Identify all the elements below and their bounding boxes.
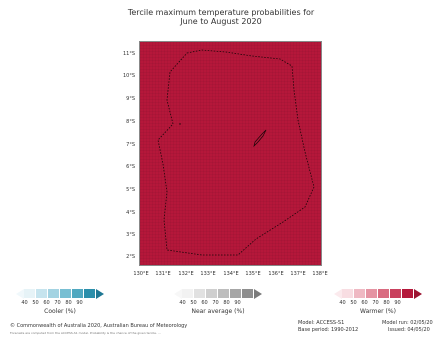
cooler-tick: 40: [21, 300, 28, 306]
cooler-legend-label: Cooler (%): [44, 308, 76, 315]
near-average-legend: 40 50 60 70 80 90 Near average (%): [174, 288, 262, 315]
near-arrow-left: [174, 288, 182, 299]
map-title-line2: June to August 2020: [180, 17, 262, 26]
warmer-tick: 60: [361, 300, 368, 306]
cooler-tick: 90: [76, 300, 83, 306]
lat-label: 5°S: [126, 187, 135, 193]
warmer-tick: 70: [372, 300, 379, 306]
region-outline: [157, 49, 315, 256]
near-tick: 50: [190, 300, 197, 306]
coastal-inlet: [253, 129, 267, 148]
lat-label: 11°S: [122, 51, 135, 57]
issued-text: Issued: 04/05/20: [388, 327, 430, 333]
warmer-swatch: [354, 289, 366, 298]
lon-label: 133°E: [200, 271, 216, 277]
warmer-legend: 40 50 60 70 80 90 Warmer (%): [334, 288, 422, 315]
lat-label: 10°S: [122, 73, 135, 79]
warmer-tick: 50: [350, 300, 357, 306]
warmer-swatch: [390, 289, 402, 298]
warmer-legend-label: Warmer (%): [360, 308, 396, 315]
region-outline-map: [157, 49, 315, 256]
lon-label: 134°E: [223, 271, 239, 277]
base-period-text: Base period: 1990-2012: [298, 327, 359, 333]
near-tick: 70: [212, 300, 219, 306]
warmer-swatch: [342, 289, 354, 298]
lat-label: 8°S: [126, 119, 135, 125]
cooler-arrow-left: [16, 288, 24, 299]
near-tick: 60: [201, 300, 208, 306]
warmer-swatch: [378, 289, 390, 298]
near-swatch: [182, 289, 194, 298]
cooler-tick: 70: [54, 300, 61, 306]
warmer-tick: 90: [394, 300, 401, 306]
copyright-text: © Commonwealth of Australia 2020, Austra…: [10, 323, 188, 329]
cooler-swatch: [48, 289, 60, 298]
footnote-text: Forecasts are computed from the ACCESS-S…: [10, 331, 161, 335]
cooler-arrow-right: [96, 288, 104, 299]
near-swatch: [242, 289, 254, 298]
cooler-tick: 50: [32, 300, 39, 306]
near-arrow-right: [254, 288, 262, 299]
near-tick: 90: [234, 300, 241, 306]
model-text: Model: ACCESS-S1: [298, 320, 345, 326]
lon-label: 131°E: [155, 271, 171, 277]
lat-label: 7°S: [126, 142, 135, 148]
near-swatch: [218, 289, 230, 298]
near-average-legend-label: Near average (%): [191, 308, 245, 315]
cooler-swatch: [36, 289, 48, 298]
island-dot: [179, 123, 181, 125]
near-swatch: [230, 289, 242, 298]
warmer-swatch: [366, 289, 378, 298]
cooler-swatch: [84, 289, 96, 298]
lon-label: 130°E: [133, 271, 149, 277]
cooler-swatch: [72, 289, 84, 298]
warmer-arrow-left: [334, 288, 342, 299]
lat-label: 3°S: [126, 232, 135, 238]
warmer-tick: 40: [339, 300, 346, 306]
lon-label: 137°E: [290, 271, 306, 277]
lat-label: 4°S: [126, 210, 135, 216]
warmer-tick: 80: [383, 300, 390, 306]
lat-label: 2°S: [126, 254, 135, 260]
cooler-swatch: [24, 289, 36, 298]
cooler-tick: 60: [43, 300, 50, 306]
near-swatch: [194, 289, 206, 298]
lat-label: 6°S: [126, 164, 135, 170]
warmer-arrow-right: [414, 288, 422, 299]
lat-label: 9°S: [126, 96, 135, 102]
cooler-legend: 40 50 60 70 80 90 Cooler (%): [16, 288, 104, 315]
lon-label: 136°E: [268, 271, 284, 277]
map-title-line1: Tercile maximum temperature probabilitie…: [127, 8, 315, 17]
map-area: [139, 41, 322, 266]
lon-label: 132°E: [178, 271, 194, 277]
warmer-swatch: [402, 289, 414, 298]
near-tick: 40: [179, 300, 186, 306]
model-run-text: Model run: 02/05/20: [382, 320, 433, 326]
near-tick: 80: [223, 300, 230, 306]
near-swatch: [206, 289, 218, 298]
lon-label: 138°E: [312, 271, 328, 277]
lon-label: 135°E: [245, 271, 261, 277]
cooler-tick: 80: [65, 300, 72, 306]
cooler-swatch: [60, 289, 72, 298]
